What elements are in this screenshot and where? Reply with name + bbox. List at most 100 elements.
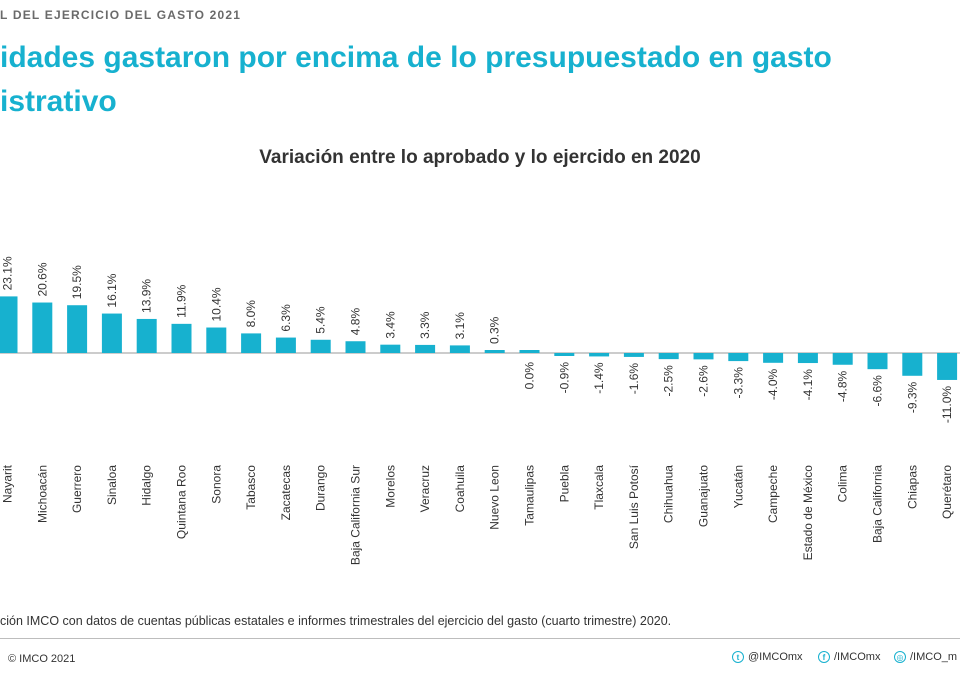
category-label: Colima	[836, 465, 850, 503]
category-label: Tabasco	[244, 465, 258, 510]
instagram-handle: /IMCO_m	[910, 651, 958, 663]
category-label: Nuevo Leon	[488, 465, 502, 530]
source-note: ción IMCO con datos de cuentas públicas …	[0, 614, 672, 628]
facebook-icon: f	[818, 651, 830, 663]
category-label: Chiapas	[905, 465, 919, 509]
bar	[449, 345, 470, 353]
twitter-link[interactable]: t @IMCOmx	[732, 649, 803, 665]
bar-value-label: 3.1%	[453, 312, 467, 340]
copyright: © IMCO 2021	[8, 653, 76, 665]
bar-value-label: 10.4%	[209, 287, 223, 321]
headline-line-1: idades gastaron por encima de lo presupu…	[0, 41, 832, 74]
bar	[101, 313, 122, 353]
twitter-handle: @IMCOmx	[748, 651, 803, 663]
category-label: Sinaloa	[105, 465, 119, 505]
category-label: Tamaulipas	[523, 465, 537, 526]
bar-value-label: -1.4%	[592, 362, 606, 394]
bar	[728, 353, 749, 362]
bar-value-label: -11.0%	[940, 386, 954, 423]
category-label: Puebla	[557, 465, 571, 503]
instagram-icon: ◎	[894, 651, 906, 663]
bar-value-label: -2.6%	[697, 365, 711, 397]
bar	[902, 353, 923, 376]
category-label: Nayarit	[1, 464, 15, 503]
bar	[345, 341, 366, 353]
bar-value-label: -0.9%	[557, 362, 571, 394]
category-label: Michoacán	[35, 465, 49, 523]
bar	[310, 339, 331, 353]
category-label: Yucatán	[731, 465, 745, 508]
bar	[380, 344, 401, 353]
bar	[32, 302, 53, 353]
instagram-link[interactable]: ◎ /IMCO_m	[894, 649, 957, 665]
bar	[937, 353, 958, 380]
bar-value-label: 3.4%	[383, 311, 397, 339]
bar-value-label: 20.6%	[35, 262, 49, 296]
bar	[241, 333, 262, 353]
headline: idades gastaron por encima de lo presupu…	[0, 36, 960, 124]
bar	[275, 337, 296, 353]
bar-value-label: 8.0%	[244, 300, 258, 328]
category-label: Tlaxcala	[592, 465, 606, 510]
bar	[484, 350, 505, 353]
bar-value-label: -3.3%	[731, 367, 745, 399]
bar	[67, 305, 88, 353]
bar-value-label: 11.9%	[175, 284, 189, 317]
bar	[623, 353, 644, 357]
bar	[519, 350, 540, 353]
bar-value-label: -9.3%	[905, 381, 919, 413]
bar	[658, 353, 679, 360]
bar-value-label: -1.6%	[627, 363, 641, 395]
category-label: San Luis Potosí	[627, 464, 641, 549]
bar-value-label: -6.6%	[871, 375, 885, 407]
bar	[171, 323, 192, 353]
bar-value-label: 5.4%	[314, 306, 328, 334]
facebook-handle: /IMCOmx	[834, 651, 881, 663]
bar-value-label: 0.0%	[523, 362, 537, 390]
category-label: Quintana Roo	[175, 465, 189, 539]
bar-value-label: -4.0%	[766, 368, 780, 400]
bar	[832, 353, 853, 365]
bar-value-label: 16.1%	[105, 273, 119, 307]
category-label: Campeche	[766, 465, 780, 523]
category-label: Guanajuato	[697, 465, 711, 527]
twitter-icon: t	[732, 651, 744, 663]
bar	[797, 353, 818, 364]
headline-line-2: istrativo	[0, 85, 117, 118]
bar	[415, 344, 436, 353]
category-label: Sonora	[209, 465, 223, 504]
bar	[763, 353, 784, 363]
category-label: Guerrero	[70, 465, 84, 513]
bar	[589, 353, 610, 357]
footer-divider	[0, 638, 960, 639]
category-label: Morelos	[383, 465, 397, 508]
bar-value-label: 0.3%	[488, 316, 502, 344]
bar-value-label: 23.1%	[1, 256, 15, 290]
bar-value-label: 13.9%	[140, 279, 154, 313]
section-kicker: L DEL EJERCICIO DEL GASTO 2021	[0, 8, 242, 22]
category-label: Durango	[314, 465, 328, 511]
category-label: Chihuahua	[662, 465, 676, 523]
category-label: Baja California	[871, 465, 885, 543]
bar-value-label: 4.8%	[349, 308, 363, 336]
chart-title: Variación entre lo aprobado y lo ejercid…	[259, 147, 701, 168]
bar	[867, 353, 888, 370]
category-label: Veracruz	[418, 465, 432, 512]
bar-value-label: -4.8%	[836, 370, 850, 402]
bar	[0, 296, 18, 353]
category-label: Estado de México	[801, 465, 815, 561]
facebook-link[interactable]: f /IMCOmx	[818, 649, 880, 665]
bar-value-label: -4.1%	[801, 369, 815, 401]
bar	[136, 318, 157, 353]
bar-value-label: 3.3%	[418, 311, 432, 339]
category-label: Coahuila	[453, 465, 467, 513]
bar	[693, 353, 714, 360]
category-label: Baja California Sur	[349, 465, 363, 565]
bar-value-label: 19.5%	[70, 265, 84, 299]
bar	[554, 353, 575, 356]
bar-value-label: 6.3%	[279, 304, 293, 332]
category-label: Hidalgo	[140, 465, 154, 506]
category-label: Querétaro	[940, 465, 954, 519]
bar-value-label: -2.5%	[662, 365, 676, 397]
